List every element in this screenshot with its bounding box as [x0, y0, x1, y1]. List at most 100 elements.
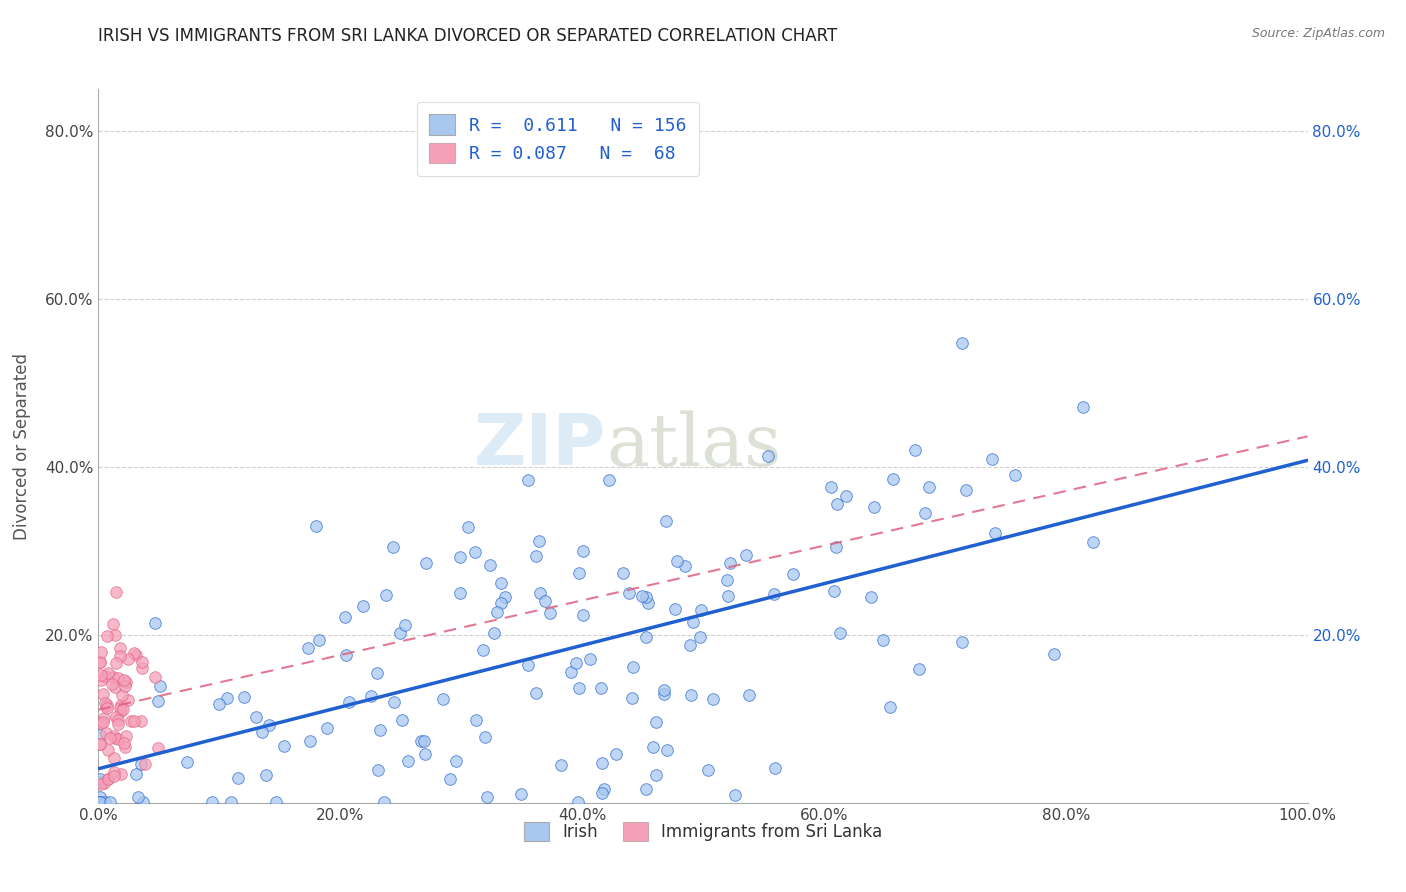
Point — [104, 628, 127, 642]
Point — [215, 691, 238, 706]
Point — [823, 584, 845, 599]
Point — [297, 640, 319, 655]
Point — [696, 763, 718, 777]
Point — [97, 743, 120, 757]
Point — [112, 736, 135, 750]
Point — [352, 599, 374, 614]
Point — [529, 586, 551, 600]
Point — [111, 688, 134, 702]
Point — [621, 660, 644, 674]
Point — [572, 607, 595, 622]
Point — [90, 673, 112, 688]
Point — [104, 680, 127, 694]
Point — [89, 737, 111, 751]
Point — [413, 747, 436, 761]
Point — [572, 544, 595, 558]
Point — [89, 795, 111, 809]
Point — [612, 566, 634, 580]
Point — [475, 790, 498, 805]
Point — [374, 588, 396, 602]
Point — [654, 515, 676, 529]
Text: IRISH VS IMMIGRANTS FROM SRI LANKA DIVORCED OR SEPARATED CORRELATION CHART: IRISH VS IMMIGRANTS FROM SRI LANKA DIVOR… — [98, 27, 838, 45]
Point — [96, 698, 118, 712]
Point — [763, 761, 786, 775]
Point — [617, 586, 640, 600]
Point — [474, 730, 496, 744]
Point — [105, 656, 128, 670]
Point — [538, 606, 561, 620]
Point — [90, 645, 112, 659]
Point — [494, 590, 516, 604]
Point — [825, 497, 848, 511]
Point — [439, 772, 461, 786]
Point — [716, 573, 738, 587]
Point — [637, 596, 659, 610]
Point — [125, 766, 148, 780]
Point — [457, 520, 479, 534]
Point — [122, 714, 145, 728]
Point — [568, 566, 591, 580]
Point — [673, 559, 696, 574]
Point — [634, 590, 657, 604]
Point — [634, 781, 657, 796]
Point — [593, 781, 616, 796]
Point — [305, 519, 328, 533]
Point — [591, 786, 613, 800]
Point — [391, 713, 413, 727]
Point — [96, 700, 118, 714]
Point — [94, 726, 117, 740]
Point — [567, 795, 589, 809]
Legend: Irish, Immigrants from Sri Lanka: Irish, Immigrants from Sri Lanka — [517, 815, 889, 848]
Point — [143, 615, 166, 630]
Point — [143, 670, 166, 684]
Point — [252, 724, 274, 739]
Point — [89, 772, 111, 787]
Point — [524, 549, 547, 563]
Point — [524, 686, 547, 700]
Point — [298, 734, 321, 748]
Point — [756, 449, 779, 463]
Point — [129, 714, 152, 728]
Point — [560, 665, 582, 679]
Point — [360, 689, 382, 703]
Point — [689, 603, 711, 617]
Point — [254, 768, 277, 782]
Point — [631, 589, 654, 603]
Point — [97, 666, 120, 681]
Point — [872, 633, 894, 648]
Point — [664, 602, 686, 616]
Point — [702, 692, 724, 706]
Point — [89, 795, 111, 809]
Point — [264, 795, 287, 809]
Point — [315, 721, 337, 735]
Point — [89, 737, 111, 751]
Point — [389, 626, 412, 640]
Point — [981, 451, 1004, 466]
Point — [103, 764, 125, 779]
Point — [738, 688, 761, 702]
Point — [955, 483, 977, 497]
Point — [94, 696, 117, 710]
Point — [232, 690, 254, 704]
Point — [689, 630, 711, 644]
Point — [415, 557, 437, 571]
Point — [908, 662, 931, 676]
Point — [665, 554, 688, 568]
Point — [335, 648, 357, 662]
Point — [879, 700, 901, 714]
Point — [432, 692, 454, 706]
Point — [516, 473, 538, 487]
Point — [734, 548, 756, 562]
Point — [367, 763, 389, 777]
Point — [149, 679, 172, 693]
Point — [93, 710, 115, 724]
Point — [90, 668, 112, 682]
Point — [107, 713, 129, 727]
Point — [89, 790, 111, 805]
Point — [89, 795, 111, 809]
Point — [396, 754, 419, 768]
Point — [643, 739, 665, 754]
Point — [131, 656, 153, 670]
Point — [245, 710, 267, 724]
Text: atlas: atlas — [606, 410, 782, 482]
